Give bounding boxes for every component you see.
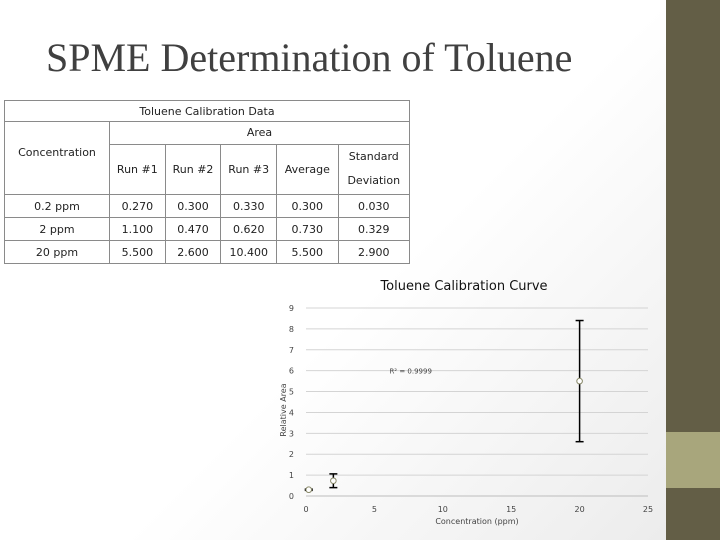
table-cell: 5.500 <box>108 240 166 264</box>
area-header: Area <box>108 121 411 145</box>
table-cell: 0.300 <box>164 194 222 218</box>
y-tick-label: 8 <box>289 325 294 334</box>
data-point <box>305 486 313 494</box>
y-tick-label: 1 <box>289 471 294 480</box>
table-cell: 1.100 <box>108 217 166 241</box>
y-tick-label: 7 <box>289 346 294 355</box>
table-cell: 0.470 <box>164 217 222 241</box>
y-axis-label: Relative Area <box>279 383 288 436</box>
table-cell: 0.030 <box>337 194 411 218</box>
table-cell: 0.620 <box>220 217 278 241</box>
calibration-chart: 0 1 2 3 4 5 6 7 8 9 0 5 10 15 20 25 Concentration (ppm) R… <box>279 304 653 526</box>
table-cell: 2.900 <box>337 240 411 264</box>
chart-title: Toluene Calibration Curve <box>380 279 548 294</box>
concentration-header: Concentration <box>4 144 110 195</box>
x-axis-label: Concentration (ppm) <box>435 517 518 526</box>
sd-label-line1: Standard <box>348 150 399 164</box>
table-cell: 0.329 <box>337 217 411 241</box>
y-tick-label: 0 <box>289 492 294 501</box>
side-bar-dark <box>666 0 720 432</box>
r-squared-annotation: R² = 0.9999 <box>389 368 431 376</box>
table-cell: 0.730 <box>276 217 339 241</box>
table-cell: 0.330 <box>220 194 278 218</box>
data-point <box>576 377 583 385</box>
y-tick-label: 4 <box>289 408 294 417</box>
x-tick-label: 20 <box>575 505 585 514</box>
average-header: Average <box>276 143 339 195</box>
x-tick-label: 5 <box>372 505 377 514</box>
table-cell: 20 ppm <box>4 240 110 264</box>
table-cell: 0.2 ppm <box>4 194 110 218</box>
table-cell: 0.300 <box>276 194 339 218</box>
calibration-table: Toluene Calibration Data Area Concentrat… <box>4 100 411 264</box>
run3-header: Run #3 <box>220 143 278 195</box>
x-tick-label: 15 <box>506 505 516 514</box>
table-cell: 0.270 <box>108 194 166 218</box>
data-point <box>330 477 337 485</box>
table-row: 20 ppm 5.500 2.600 10.400 5.500 2.900 <box>4 240 411 264</box>
slide-title: SPME Determination of Toluene <box>46 35 573 80</box>
table-corner <box>4 121 110 144</box>
x-tick-label: 10 <box>438 505 448 514</box>
y-tick-label: 2 <box>289 450 294 459</box>
run1-header: Run #1 <box>108 143 166 195</box>
table-cell: 2 ppm <box>4 217 110 241</box>
table-row: 2 ppm 1.100 0.470 0.620 0.730 0.329 <box>4 217 411 241</box>
table-cell: 2.600 <box>164 240 222 264</box>
sd-label-line2: Deviation <box>347 174 401 188</box>
y-tick-label: 5 <box>289 388 294 397</box>
sd-header: Standard Deviation <box>337 143 411 195</box>
x-tick-label: 25 <box>643 505 653 514</box>
slide-background <box>0 0 666 540</box>
table-caption: Toluene Calibration Data <box>4 100 410 122</box>
table-cell: 5.500 <box>276 240 339 264</box>
y-tick-label: 3 <box>289 429 294 438</box>
side-bar-light <box>666 432 720 488</box>
table-row: 0.2 ppm 0.270 0.300 0.330 0.300 0.030 <box>4 194 411 218</box>
x-tick-label: 0 <box>303 505 308 514</box>
y-tick-label: 6 <box>289 367 294 376</box>
table-cell: 10.400 <box>220 240 278 264</box>
run2-header: Run #2 <box>164 143 222 195</box>
y-tick-label: 9 <box>289 304 294 313</box>
side-bar-bottom <box>666 488 720 540</box>
